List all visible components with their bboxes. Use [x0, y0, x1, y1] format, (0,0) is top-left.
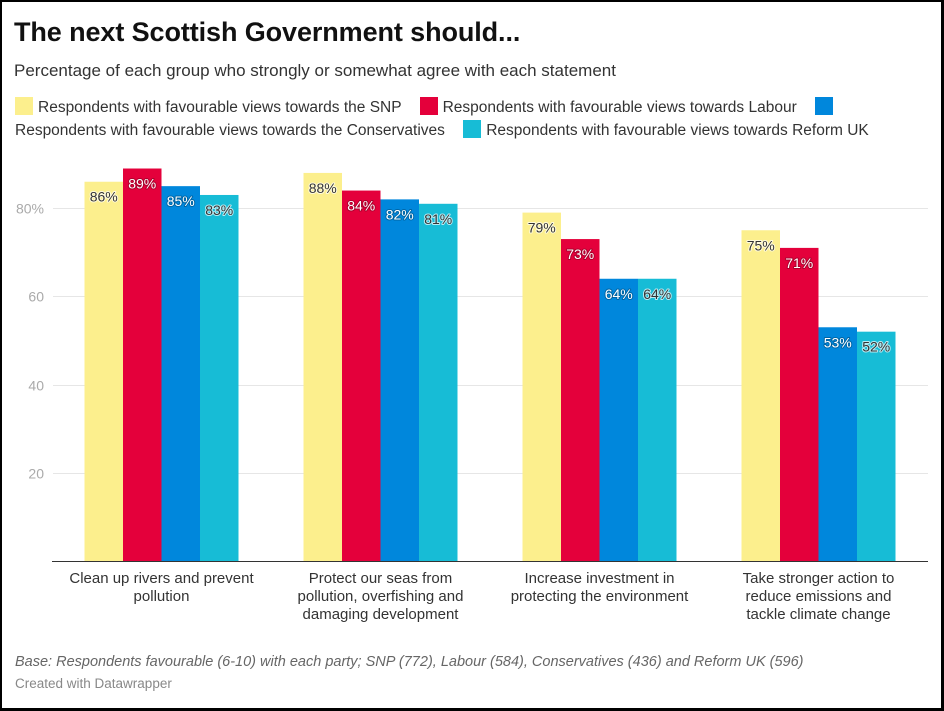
x-tick-label-line: pollution, overfishing and	[297, 588, 464, 605]
bar	[84, 181, 123, 562]
y-tick-label: 20	[28, 466, 44, 482]
legend-label: Respondents with favourable views toward…	[442, 99, 797, 116]
legend-item-reform-uk: Respondents with favourable views toward…	[449, 120, 869, 139]
bar-chart: 20 40 60 80% 86% 89% 85% 83% 88% 84% 82% 81% 79% 73% 6…	[16, 168, 928, 562]
x-tick-label-line: Take stronger action to	[742, 570, 895, 587]
x-tick-label-line: damaging development	[302, 606, 459, 623]
legend-item-labour: Respondents with favourable views toward…	[406, 97, 797, 116]
bar-value-label: 52%	[862, 339, 890, 355]
y-tick-label: 40	[28, 378, 44, 394]
bar	[780, 247, 819, 561]
bar-value-label: 81%	[424, 211, 452, 227]
bar	[638, 278, 677, 561]
bar	[857, 331, 896, 561]
bar	[123, 168, 162, 561]
bar	[419, 203, 458, 561]
bar	[561, 239, 600, 561]
bar-value-label: 85%	[167, 193, 195, 209]
bar	[522, 212, 561, 562]
bar-value-label: 79%	[528, 220, 556, 236]
legend: Respondents with favourable views toward…	[15, 96, 927, 142]
bar-value-label: 84%	[347, 198, 375, 214]
legend-item-conservatives: Respondents with favourable views toward…	[15, 97, 838, 139]
bar	[818, 327, 857, 561]
chart-subtitle: Percentage of each group who strongly or…	[14, 61, 616, 80]
legend-label: Respondents with favourable views toward…	[38, 99, 402, 116]
bar-value-label: 71%	[785, 255, 813, 271]
bar-value-label: 88%	[309, 180, 337, 196]
chart-title: The next Scottish Government should...	[14, 17, 521, 47]
bar-value-label: 89%	[128, 176, 156, 192]
legend-label: Respondents with favourable views toward…	[15, 122, 445, 139]
x-tick-label-line: protecting the environment	[510, 588, 689, 605]
x-tick-label-line: pollution	[133, 588, 190, 605]
bar-value-label: 75%	[747, 237, 775, 253]
legend-swatch	[419, 97, 438, 115]
legend-swatch	[463, 120, 482, 138]
bar-value-label: 53%	[824, 334, 852, 350]
bar	[380, 199, 419, 561]
bar-value-label: 82%	[386, 206, 414, 222]
y-tick-label: 60	[28, 289, 44, 305]
bar-value-label: 64%	[605, 286, 633, 302]
bar	[161, 186, 200, 561]
legend-swatch	[815, 97, 834, 115]
x-tick-label: Increase investment in protecting the env…	[480, 570, 719, 606]
bar	[741, 230, 780, 561]
x-tick-label-line: Clean up rivers and prevent	[69, 570, 254, 587]
bar	[303, 172, 342, 562]
legend-label: Respondents with favourable views toward…	[486, 122, 869, 139]
legend-item-snp: Respondents with favourable views toward…	[15, 97, 402, 116]
legend-swatch	[15, 97, 33, 115]
bar-value-label: 73%	[566, 246, 594, 262]
bar	[342, 190, 381, 561]
x-tick-label-line: Protect our seas from	[308, 570, 453, 587]
x-tick-label: Protect our seas from pollution, overfish…	[261, 570, 500, 624]
x-tick-label-line: Increase investment in	[524, 570, 675, 587]
bar	[599, 278, 638, 561]
x-tick-label: Clean up rivers and prevent pollution	[42, 570, 281, 606]
bar-value-label: 83%	[205, 202, 233, 218]
footer-base-note: Base: Respondents favourable (6-10) with…	[15, 654, 804, 670]
y-tick-label: 80%	[16, 201, 44, 217]
x-tick-label: Take stronger action to reduce emissions …	[699, 570, 938, 624]
x-tick-label-line: tackle climate change	[746, 606, 891, 623]
bar-value-label: 64%	[643, 286, 671, 302]
bar	[200, 194, 239, 561]
x-tick-label-line: reduce emissions and	[745, 588, 892, 605]
bar-value-label: 86%	[90, 189, 118, 205]
datawrapper-credit-link[interactable]: Created with Datawrapper	[15, 676, 172, 691]
